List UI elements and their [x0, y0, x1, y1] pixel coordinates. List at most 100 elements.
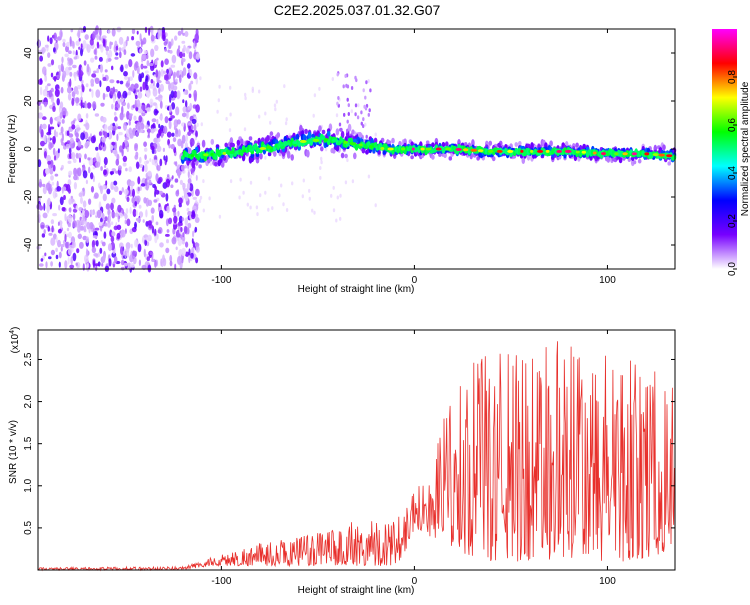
noise-dot [98, 56, 103, 62]
ridge-peak [266, 145, 272, 149]
ridge-cell [290, 154, 295, 161]
noise-dot [194, 136, 197, 141]
noise-dot [193, 40, 196, 50]
noise-dot [54, 173, 59, 177]
noise-dot [123, 49, 127, 56]
y-tick-label: -20 [23, 189, 34, 204]
x-tick-label: 100 [599, 275, 616, 286]
noise-dot [110, 235, 115, 243]
noise-dot [43, 229, 46, 235]
noise-dot [185, 134, 189, 143]
noise-dot [43, 202, 46, 211]
noise-dot [47, 63, 52, 67]
noise-dot [147, 170, 152, 177]
noise-dot [77, 167, 82, 177]
noise-dot [117, 126, 122, 130]
colorbar-tick-label: 0.6 [727, 118, 738, 132]
noise-dot [192, 241, 195, 248]
noise-dot [124, 219, 127, 225]
noise-dot [202, 179, 205, 184]
noise-dot [138, 115, 142, 123]
noise-dot [72, 64, 77, 69]
noise-dot [70, 195, 73, 199]
noise-dot [179, 74, 182, 83]
noise-dot [311, 208, 314, 213]
noise-dot [136, 99, 141, 108]
ridge-cell [344, 153, 348, 159]
noise-dot [196, 122, 199, 127]
noise-dot [140, 63, 144, 70]
noise-dot [166, 131, 172, 138]
noise-dot [71, 124, 76, 130]
noise-dot [68, 58, 74, 66]
noise-dot [145, 160, 150, 164]
noise-dot [229, 112, 232, 117]
noise-dot [155, 173, 159, 182]
noise-dot [70, 40, 75, 47]
ridge-spike-cell [354, 131, 357, 136]
noise-dot [52, 105, 56, 112]
ridge-cell [198, 164, 202, 169]
ridge-cell [351, 129, 355, 135]
noise-dot [66, 140, 71, 144]
ridge-peak [299, 139, 307, 143]
noise-dot [242, 190, 245, 195]
noise-dot [44, 44, 49, 48]
noise-dot [320, 160, 323, 165]
ridge-cell [662, 144, 666, 151]
noise-dot [193, 123, 197, 132]
noise-dot [171, 54, 177, 64]
spectrogram-ridge [181, 71, 677, 172]
ridge-cell [530, 142, 534, 150]
noise-dot [66, 41, 70, 48]
ridge-peak [259, 147, 267, 150]
noise-dot [264, 190, 267, 195]
noise-dot [134, 154, 139, 160]
snr-y-ticks: 0.5 1.0 1.5 2.0 2.5 [23, 352, 675, 535]
ridge-cell [240, 138, 244, 146]
noise-dot [40, 140, 45, 147]
noise-dot [158, 123, 161, 129]
noise-dot [249, 205, 252, 210]
snr-x-label: Height of straight line (km) [298, 585, 415, 596]
noise-dot [141, 112, 146, 117]
noise-dot [118, 131, 123, 136]
noise-dot [251, 86, 254, 91]
noise-dot [46, 206, 50, 214]
noise-dot [134, 144, 138, 152]
noise-dot [162, 257, 167, 267]
noise-dot [195, 104, 200, 113]
noise-dot [171, 237, 177, 245]
noise-dot [335, 113, 339, 118]
ridge-cell [667, 161, 671, 166]
noise-dot [38, 49, 42, 54]
chart-title: C2E2.2025.037.01.32.G07 [274, 2, 441, 18]
noise-dot [141, 168, 145, 172]
noise-dot [255, 205, 259, 210]
noise-dot [145, 84, 149, 91]
noise-dot [187, 131, 192, 137]
noise-dot [111, 168, 117, 172]
noise-dot [65, 241, 69, 249]
noise-dot [73, 158, 77, 163]
ridge-cell [302, 134, 307, 142]
noise-dot [137, 91, 143, 99]
noise-dot [136, 217, 142, 223]
noise-dot [135, 40, 141, 47]
noise-dot [62, 38, 66, 43]
ridge-cell [248, 136, 253, 141]
noise-dot [123, 122, 127, 131]
noise-dot [82, 170, 88, 179]
noise-dot [69, 78, 72, 88]
noise-dot [111, 231, 116, 237]
noise-dot [47, 226, 51, 232]
noise-dot [154, 228, 157, 238]
noise-dot [194, 242, 200, 248]
noise-dot [199, 76, 202, 81]
noise-dot [193, 72, 198, 80]
noise-dot [61, 65, 65, 73]
noise-dot [319, 166, 322, 170]
noise-dot [264, 111, 267, 116]
ridge-peak [658, 153, 665, 157]
noise-dot [98, 35, 102, 41]
